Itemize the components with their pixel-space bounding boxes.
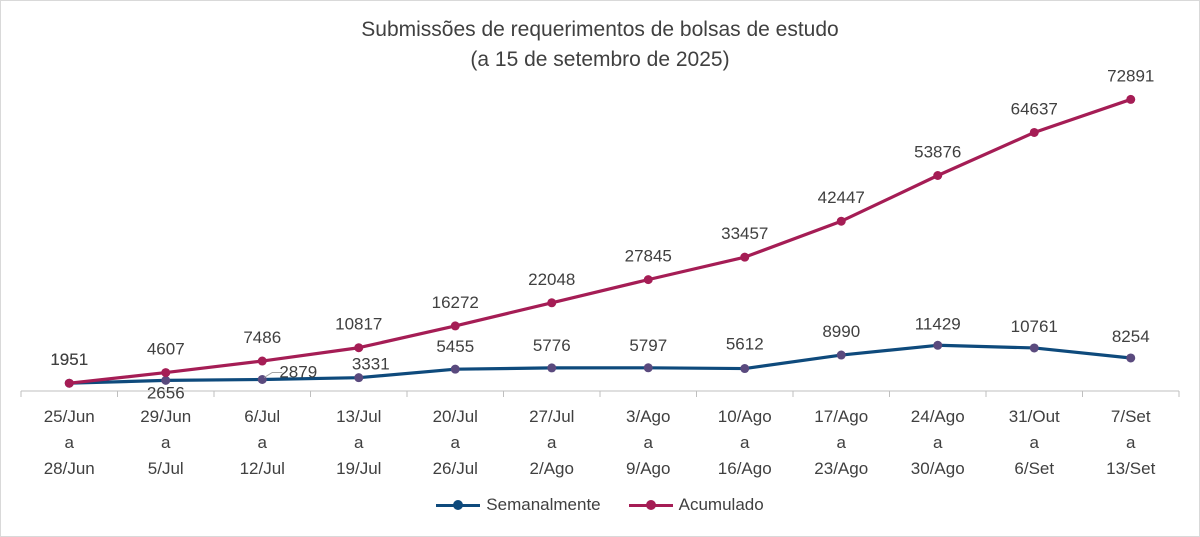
data-label: 42447: [818, 188, 865, 207]
data-point: [161, 375, 171, 385]
chart-subtitle: (a 15 de setembro de 2025): [470, 48, 730, 71]
x-tick-label: a: [547, 433, 557, 452]
x-tick-label: 23/Ago: [814, 459, 868, 478]
legend-item-cumulative: Acumulado: [628, 495, 764, 515]
data-point: [933, 170, 943, 180]
data-label: 8254: [1112, 327, 1150, 346]
x-tick-label: 13/Set: [1106, 459, 1155, 478]
data-point: [450, 364, 460, 374]
x-tick-label: 30/Ago: [911, 459, 965, 478]
data-label: 1951: [50, 350, 88, 369]
x-tick-label: a: [1126, 433, 1136, 452]
x-tick-label: 13/Jul: [336, 407, 381, 426]
data-label-leader-line: [263, 371, 283, 378]
data-label: 5455: [436, 337, 474, 356]
data-label: 27845: [625, 247, 672, 266]
x-tick-label: 9/Ago: [626, 459, 670, 478]
x-tick-label: 28/Jun: [44, 459, 95, 478]
data-label: 3331: [352, 355, 390, 374]
x-tick-label: 7/Set: [1111, 407, 1151, 426]
x-tick-label: 16/Ago: [718, 459, 772, 478]
data-point: [1029, 343, 1039, 353]
data-point: [257, 356, 267, 366]
legend-item-weekly: Semanalmente: [436, 495, 601, 515]
data-point: [740, 252, 750, 262]
x-tick-label: 2/Ago: [530, 459, 574, 478]
x-tick-label: a: [161, 433, 171, 452]
x-tick-label: 25/Jun: [44, 407, 95, 426]
data-label: 10761: [1011, 317, 1058, 336]
x-tick-label: 3/Ago: [626, 407, 670, 426]
x-tick-label: 24/Ago: [911, 407, 965, 426]
x-tick-label: a: [354, 433, 364, 452]
legend: Semanalmente Acumulado: [1, 495, 1199, 515]
data-label: 4607: [147, 340, 185, 359]
data-label: 22048: [528, 270, 575, 289]
x-tick-label: 10/Ago: [718, 407, 772, 426]
x-tick-label: 5/Jul: [148, 459, 184, 478]
x-tick-label: 12/Jul: [240, 459, 285, 478]
data-point: [1029, 127, 1039, 137]
x-tick-label: a: [933, 433, 943, 452]
x-tick-label: 20/Jul: [433, 407, 478, 426]
data-label: 5776: [533, 336, 571, 355]
data-point: [1126, 94, 1136, 104]
data-point: [161, 368, 171, 378]
data-label: 5612: [726, 335, 764, 354]
data-label: 64637: [1011, 99, 1058, 118]
data-point: [836, 216, 846, 226]
data-point: [450, 321, 460, 331]
data-point: [933, 340, 943, 350]
data-point: [354, 373, 364, 383]
legend-swatch-weekly: [436, 499, 481, 510]
chart-title-block: Submissões de requerimentos de bolsas de…: [1, 15, 1199, 75]
x-tick-label: a: [451, 433, 461, 452]
x-tick-label: 31/Out: [1009, 407, 1060, 426]
legend-label-cumulative: Acumulado: [678, 495, 764, 514]
data-label: 5797: [629, 336, 667, 355]
x-tick-label: a: [1030, 433, 1040, 452]
x-tick-label: a: [65, 433, 75, 452]
series-line-cumulative: [69, 97, 1132, 385]
x-tick-label: 26/Jul: [433, 459, 478, 478]
x-tick-label: 6/Jul: [244, 407, 280, 426]
data-point: [547, 298, 557, 308]
x-tick-label: 6/Set: [1014, 459, 1054, 478]
x-tick-label: 29/Jun: [140, 407, 191, 426]
data-label: 8990: [822, 322, 860, 341]
data-label: 7486: [243, 328, 281, 347]
legend-label-weekly: Semanalmente: [486, 495, 601, 514]
x-tick-label: 27/Jul: [529, 407, 574, 426]
x-tick-label: a: [837, 433, 847, 452]
data-label: 2879: [279, 362, 317, 381]
data-point: [354, 343, 364, 353]
data-point: [740, 364, 750, 374]
data-label: 53876: [914, 142, 961, 161]
data-label: 2656: [147, 383, 185, 402]
data-point: [643, 363, 653, 373]
data-label: 11429: [915, 314, 961, 333]
data-label: 72891: [1107, 66, 1154, 85]
data-point: [64, 378, 74, 388]
legend-swatch-cumulative: [628, 499, 673, 510]
data-point: [1126, 353, 1136, 363]
data-label: 33457: [721, 224, 768, 243]
data-point: [643, 275, 653, 285]
x-tick-label: a: [644, 433, 654, 452]
x-tick-label: a: [258, 433, 268, 452]
x-tick-label: a: [740, 433, 750, 452]
x-tick-label: 17/Ago: [814, 407, 868, 426]
data-label: 1951: [50, 350, 88, 369]
data-point: [836, 350, 846, 360]
series-line-weekly: [69, 343, 1131, 385]
data-label: 16272: [432, 293, 479, 312]
x-tick-label: 19/Jul: [336, 459, 381, 478]
data-label: 10817: [335, 315, 382, 334]
chart-title: Submissões de requerimentos de bolsas de…: [361, 18, 839, 41]
data-point: [547, 363, 557, 373]
